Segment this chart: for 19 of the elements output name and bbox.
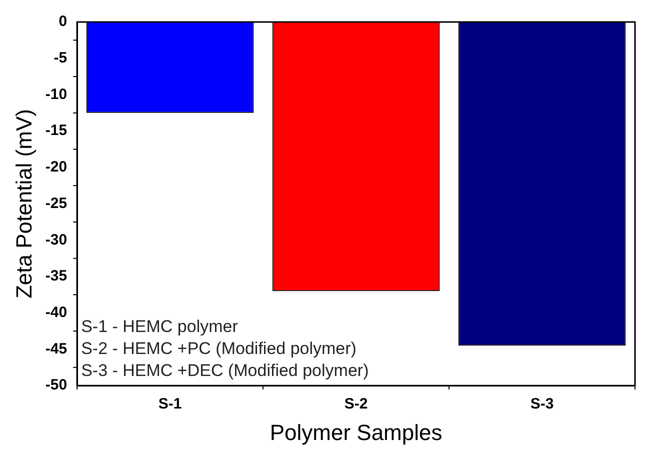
y-tick-label: -25: [45, 194, 68, 212]
annotation: S-1 - HEMC polymer: [81, 316, 238, 336]
y-tick-label: -5: [54, 50, 68, 66]
x-tick-label: S-2: [344, 396, 368, 413]
annotation: S-3 - HEMC +DEC (Modified polymer): [81, 360, 369, 380]
y-axis-title: Zeta Potential (mV): [11, 109, 36, 299]
x-axis-title: Polymer Samples: [270, 420, 442, 445]
annotation: S-2 - HEMC +PC (Modified polymer): [81, 338, 356, 358]
y-tick-label: -30: [45, 231, 68, 248]
y-tick-label: -40: [45, 304, 68, 322]
y-tick-label: -50: [45, 376, 68, 394]
y-tick-label: -45: [45, 340, 68, 358]
y-tick-label: -15: [45, 122, 68, 140]
x-tick-label: S-3: [530, 396, 554, 413]
x-tick-label: S-1: [158, 396, 182, 413]
y-tick-label: -10: [45, 86, 68, 103]
y-tick-label: 0: [58, 13, 68, 30]
y-tick-label: -20: [45, 158, 68, 176]
y-tick-label: -35: [45, 268, 68, 285]
